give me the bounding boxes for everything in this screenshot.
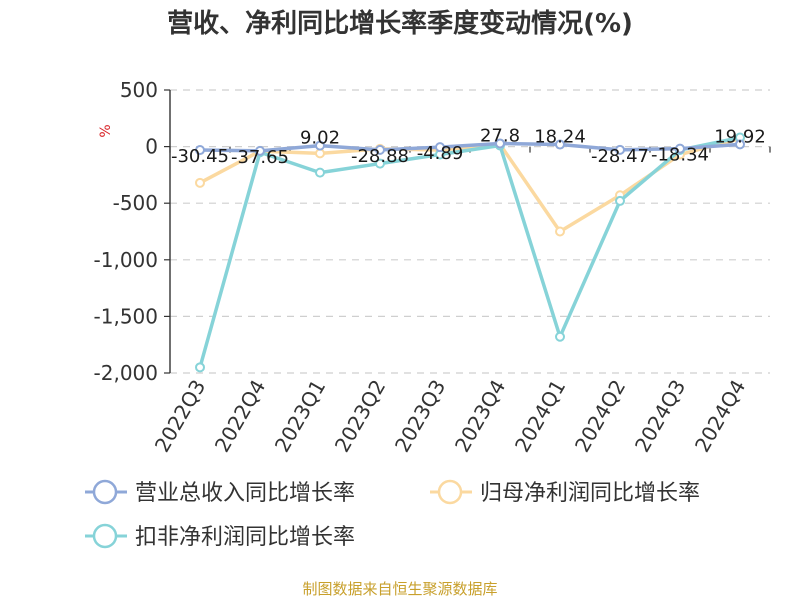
data-label: 19.92 [714, 126, 766, 147]
series-line [199, 141, 741, 153]
series-point [615, 195, 625, 206]
x-tick-label: 2023Q1 [270, 376, 330, 457]
x-tick-label: 2024Q4 [690, 376, 750, 457]
x-tick-label: 2022Q4 [210, 376, 270, 457]
series-line [198, 135, 741, 368]
data-label: 18.24 [534, 127, 586, 148]
data-label: 9.02 [300, 128, 340, 149]
legend-marker [92, 479, 118, 505]
x-tick-label: 2024Q1 [510, 376, 570, 457]
series-point [555, 226, 565, 237]
y-tick-label: 0 [145, 135, 158, 159]
data-labels: -30.45 -37.65 9.02 -28.88 -4.89 27.8 18.24-28.… [171, 125, 766, 167]
data-label: -37.65 [231, 147, 289, 168]
chart-title: 营收、净利同比增长率季度变动情况(%) [167, 8, 633, 39]
legend-label: 扣非净利润同比增长率 [135, 525, 355, 550]
series-point [615, 144, 625, 155]
series-point [315, 148, 325, 159]
data-label: -30.45 [171, 146, 229, 167]
series-point [555, 139, 565, 150]
series-lines [195, 132, 745, 373]
series-point [375, 158, 385, 169]
series-point [195, 145, 205, 156]
y-tick-label: -1,500 [94, 304, 158, 328]
legend-label: 归母净利润同比增长率 [480, 481, 700, 506]
series-point [675, 143, 685, 154]
series-point [315, 140, 325, 151]
x-tick-label: 2024Q2 [570, 376, 630, 457]
series-point [735, 139, 745, 150]
grid-lines [170, 89, 770, 374]
series-point [255, 145, 265, 156]
legend-label: 营业总收入同比增长率 [135, 481, 355, 506]
series-point [495, 138, 505, 149]
series-point [435, 142, 445, 153]
x-tick-label: 2023Q4 [450, 376, 510, 457]
legend-marker [437, 479, 463, 505]
y-tick-label: 500 [120, 78, 158, 102]
x-axis: 2022Q3 2022Q4 2023Q1 2023Q2 2023Q3 2023Q4 2024… [150, 146, 771, 457]
y-axis: 500 0 -500 -1,000 -1,500 -2,000 [94, 78, 171, 385]
legend-marker [92, 523, 118, 549]
series-point [375, 144, 385, 155]
y-tick-label: -1,000 [94, 248, 158, 272]
y-tick-label: -2,000 [94, 361, 158, 385]
series-point [315, 167, 325, 178]
data-label: -28.88 [351, 146, 409, 167]
series-point [195, 362, 205, 373]
y-tick-label: -500 [113, 191, 158, 215]
data-label: -28.47 [591, 146, 649, 167]
series-point [555, 331, 565, 342]
y-unit-label: % [98, 124, 114, 137]
data-label: -4.89 [417, 143, 464, 164]
source-note: 制图数据来自恒生聚源数据库 [302, 580, 497, 598]
x-tick-label: 2024Q3 [630, 376, 690, 457]
data-label: 27.8 [480, 125, 520, 146]
x-tick-label: 2023Q3 [390, 376, 450, 457]
data-label: -18.34 [651, 145, 709, 166]
x-tick-label: 2022Q3 [150, 376, 210, 457]
x-tick-label: 2023Q2 [330, 376, 390, 457]
series-point [195, 177, 205, 188]
